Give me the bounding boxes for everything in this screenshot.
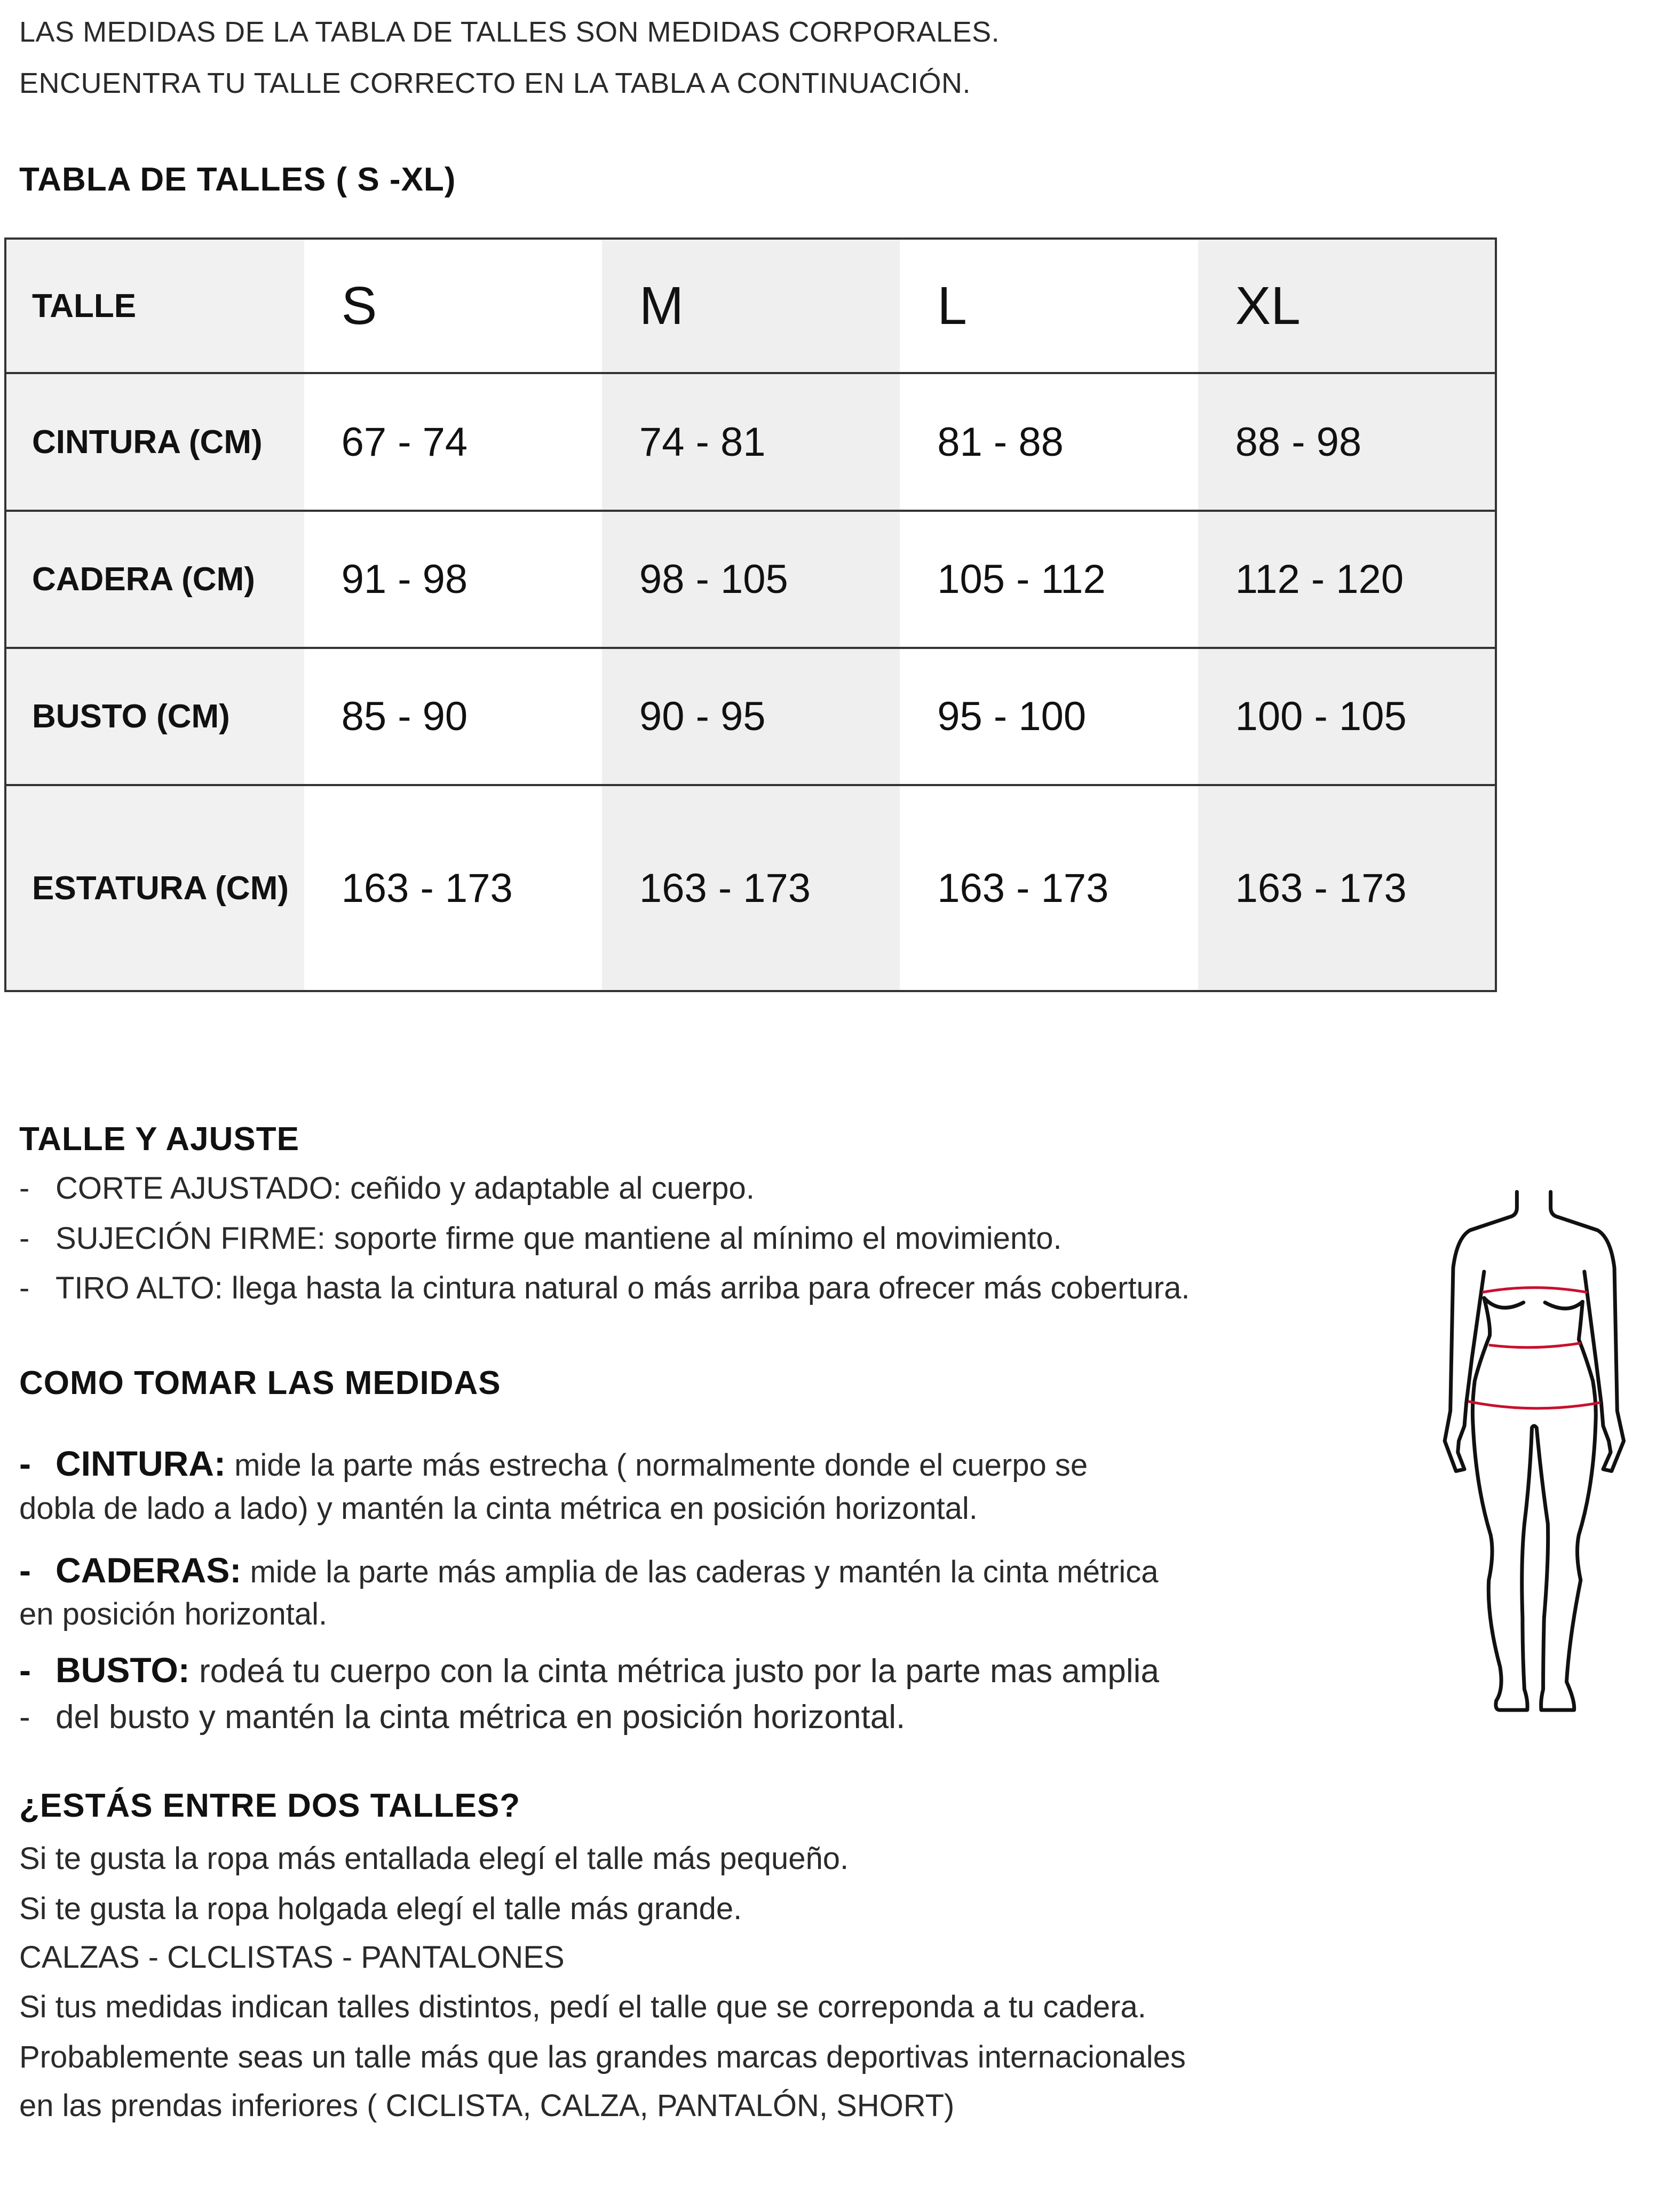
- cell: 88 - 98: [1198, 373, 1496, 512]
- header-size-s: S: [304, 239, 602, 374]
- measure-text: mide la parte más estrecha ( normalmente…: [225, 1448, 1088, 1483]
- fit-item: - CORTE AJUSTADO: ceñido y adaptable al c…: [19, 1171, 755, 1206]
- fit-item-text: SUJECIÓN FIRME: soporte firme que mantie…: [56, 1221, 1062, 1256]
- table-row: CADERA (CM) 91 - 98 98 - 105 105 - 112 1…: [5, 511, 1496, 649]
- cell: 105 - 112: [900, 511, 1198, 649]
- cell: 81 - 88: [900, 373, 1198, 512]
- measure-term: BUSTO:: [56, 1650, 190, 1690]
- row-label: CINTURA (CM): [5, 373, 304, 512]
- header-talle: TALLE: [5, 239, 304, 374]
- measure-text-cont: en posición horizontal.: [19, 1597, 328, 1631]
- between-line: Si te gusta la ropa más entallada elegí …: [19, 1841, 849, 1876]
- cell: 74 - 81: [601, 373, 900, 512]
- cell: 90 - 95: [601, 648, 900, 786]
- measure-title: COMO TOMAR LAS MEDIDAS: [19, 1365, 501, 1401]
- hip-measure-line: [1468, 1401, 1600, 1408]
- intro-line-2: ENCUENTRA TU TALLE CORRECTO EN LA TABLA …: [19, 67, 971, 99]
- cell: 98 - 105: [601, 511, 900, 649]
- table-row: CINTURA (CM) 67 - 74 74 - 81 81 - 88 88 …: [5, 373, 1496, 512]
- table-row: ESTATURA (CM) 163 - 173 163 - 173 163 - …: [5, 785, 1496, 992]
- fit-item-text: TIRO ALTO: llega hasta la cintura natura…: [56, 1271, 1190, 1305]
- between-title: ¿ESTÁS ENTRE DOS TALLES?: [19, 1787, 521, 1824]
- cell: 163 - 173: [900, 785, 1198, 992]
- cell: 163 - 173: [304, 785, 602, 992]
- header-size-l: L: [900, 239, 1198, 374]
- cell: 67 - 74: [304, 373, 602, 512]
- between-line: Si te gusta la ropa holgada elegí el tal…: [19, 1891, 742, 1926]
- fit-item: - TIRO ALTO: llega hasta la cintura natur…: [19, 1271, 1190, 1305]
- bust-curves: [1484, 1298, 1582, 1309]
- cell: 163 - 173: [601, 785, 900, 992]
- size-table: TALLE S M L XL CINTURA (CM) 67 - 74 74 -…: [4, 237, 1497, 992]
- bust-measure-line: [1482, 1288, 1587, 1293]
- measure-term: CINTURA:: [56, 1444, 226, 1483]
- between-line: en las prendas inferiores ( CICLISTA, CA…: [19, 2088, 955, 2123]
- body-left-outline: [1445, 1192, 1517, 1471]
- cell: 163 - 173: [1198, 785, 1496, 992]
- intro-line-1: LAS MEDIDAS DE LA TABLA DE TALLES SON ME…: [19, 16, 1000, 48]
- row-label: BUSTO (CM): [5, 648, 304, 786]
- legs-outline: [1472, 1298, 1596, 1710]
- cell: 95 - 100: [900, 648, 1198, 786]
- measure-text: rodeá tu cuerpo con la cinta métrica jus…: [189, 1653, 1159, 1690]
- cell: 112 - 120: [1198, 511, 1496, 649]
- measure-item-cintura: - CINTURA: mide la parte más estrecha ( n…: [19, 1444, 1088, 1483]
- table-title: TABLA DE TALLES ( S -XL): [19, 161, 456, 198]
- cell: 100 - 105: [1198, 648, 1496, 786]
- measure-item-busto: - BUSTO: rodeá tu cuerpo con la cinta mét…: [19, 1650, 1159, 1690]
- fit-item: - SUJECIÓN FIRME: soporte firme que manti…: [19, 1221, 1062, 1256]
- table-row: BUSTO (CM) 85 - 90 90 - 95 95 - 100 100 …: [5, 648, 1496, 786]
- body-measurement-figure-icon: [1388, 1147, 1680, 1734]
- measure-lines: [1468, 1288, 1600, 1408]
- measure-text: del busto y mantén la cinta métrica en p…: [56, 1699, 906, 1736]
- between-line: Si tus medidas indican talles distintos,…: [19, 1990, 1146, 2024]
- between-line: CALZAS - CLCLISTAS - PANTALONES: [19, 1940, 565, 1975]
- measure-text-cont: - del busto y mantén la cinta métrica en …: [19, 1699, 906, 1736]
- measure-item-caderas: - CADERAS: mide la parte más amplia de la…: [19, 1550, 1159, 1590]
- fit-item-text: CORTE AJUSTADO: ceñido y adaptable al cu…: [56, 1171, 755, 1206]
- measure-text: mide la parte más amplia de las caderas …: [241, 1555, 1159, 1589]
- measure-text-cont: dobla de lado a lado) y mantén la cinta …: [19, 1491, 978, 1526]
- between-line: Probablemente seas un talle más que las …: [19, 2040, 1186, 2074]
- body-right-outline: [1551, 1192, 1624, 1471]
- measure-term: CADERAS:: [56, 1550, 242, 1590]
- row-label: ESTATURA (CM): [5, 785, 304, 992]
- cell: 85 - 90: [304, 648, 602, 786]
- fit-title: TALLE Y AJUSTE: [19, 1121, 300, 1158]
- header-size-xl: XL: [1198, 239, 1496, 374]
- row-label: CADERA (CM): [5, 511, 304, 649]
- header-size-m: M: [601, 239, 900, 374]
- cell: 91 - 98: [304, 511, 602, 649]
- table-header-row: TALLE S M L XL: [5, 239, 1496, 374]
- waist-measure-line: [1489, 1343, 1581, 1348]
